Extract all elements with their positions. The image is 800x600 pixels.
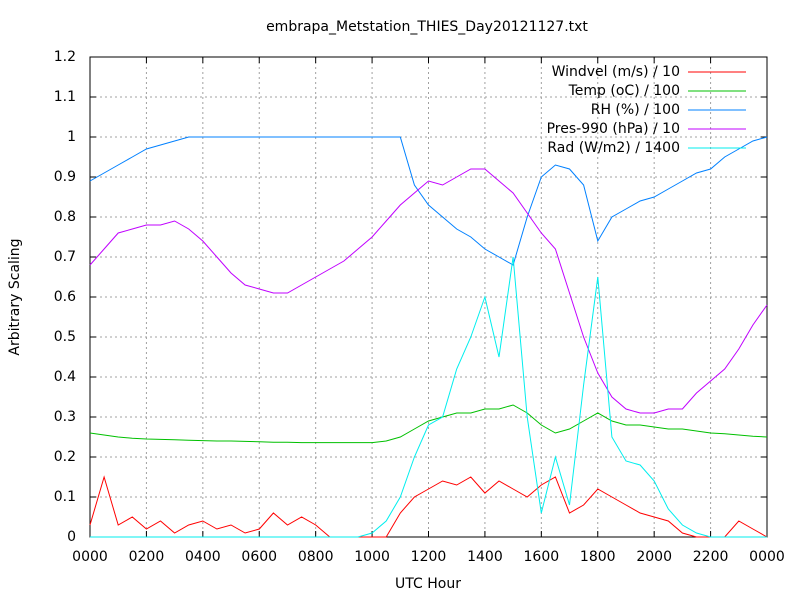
x-tick-label: 0400 [185,549,221,565]
x-tick-label: 1000 [354,549,390,565]
chart-title: embrapa_Metstation_THIES_Day20121127.txt [266,19,588,35]
series-line [89,168,768,414]
x-tick-label: 0200 [129,549,165,565]
x-tick-label: 0600 [241,549,277,565]
legend-label: Windvel (m/s) / 10 [552,64,680,80]
x-tick-label: 0000 [749,549,785,565]
y-tick-label: 0.1 [54,489,76,505]
x-tick-label: 1800 [580,549,616,565]
x-tick-label: 0800 [298,549,334,565]
x-axis-label: UTC Hour [395,576,461,592]
y-tick-label: 1.1 [54,89,76,105]
plot-frame [89,56,768,538]
legend-label: Rad (W/m2) / 1400 [547,140,680,156]
x-tick-label: 2200 [693,549,729,565]
y-tick-label: 0.7 [54,249,76,265]
y-tick-label: 0.4 [54,369,76,385]
series-line [89,475,768,538]
y-tick-label: 1.2 [54,49,76,65]
legend-label: Temp (oC) / 100 [568,83,680,99]
y-tick-label: 0.9 [54,169,76,185]
x-tick-label: 0000 [72,549,108,565]
series-line [89,136,768,266]
y-tick-label: 0.8 [54,209,76,225]
legend-label: Pres-990 (hPa) / 10 [547,121,680,137]
y-tick-label: 0.6 [54,289,76,305]
x-tick-label: 2000 [636,549,672,565]
x-tick-label: 1400 [467,549,503,565]
y-tick-label: 0 [67,529,76,545]
legend-label: RH (%) / 100 [591,102,680,118]
y-tick-label: 1 [67,129,76,145]
x-tick-label: 1200 [411,549,447,565]
y-axis-label: Arbitrary Scaling [7,238,23,355]
y-tick-label: 0.5 [54,329,76,345]
series-line [89,404,768,444]
y-tick-label: 0.3 [54,409,76,425]
y-tick-label: 0.2 [54,449,76,465]
x-tick-label: 1600 [524,549,560,565]
series-line [90,256,767,538]
